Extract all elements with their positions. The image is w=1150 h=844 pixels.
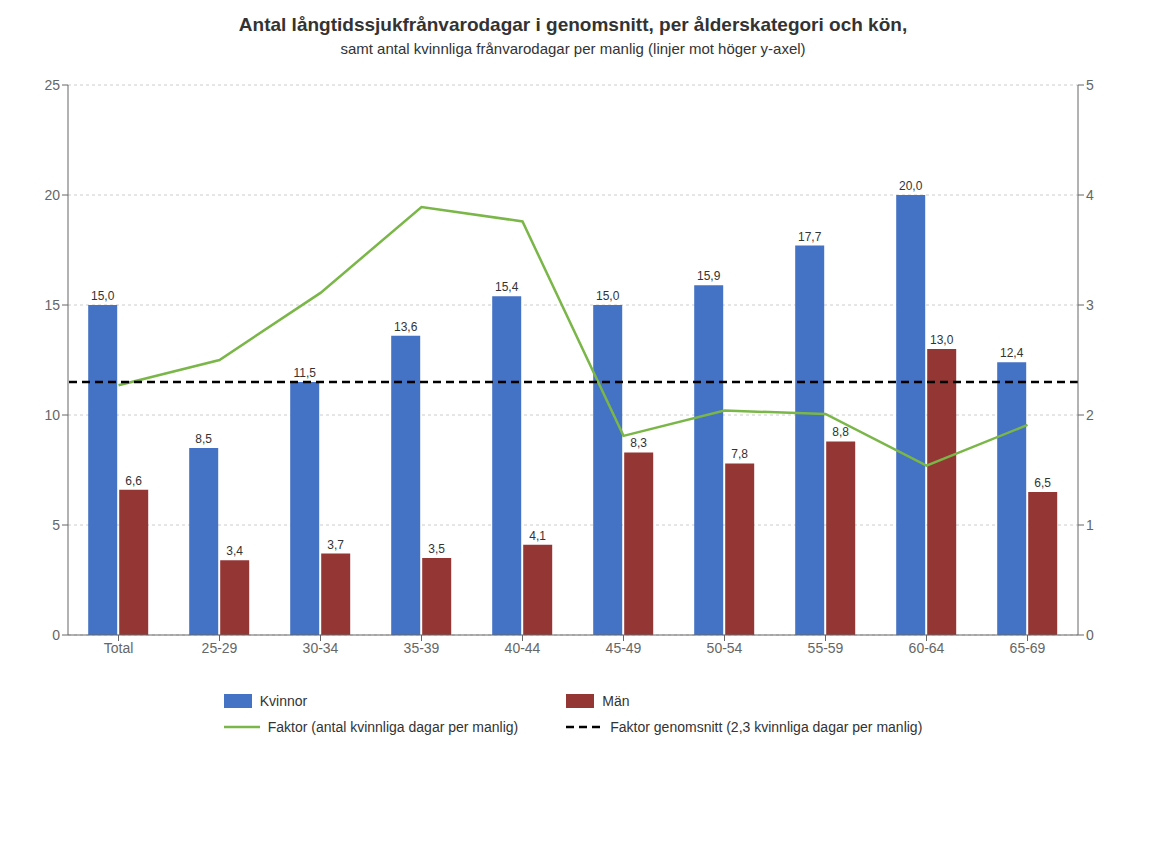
svg-text:8,8: 8,8 (832, 425, 849, 439)
svg-text:7,8: 7,8 (731, 447, 748, 461)
svg-text:3: 3 (1086, 297, 1094, 313)
svg-text:3,5: 3,5 (428, 542, 445, 556)
svg-text:12,4: 12,4 (1000, 346, 1024, 360)
svg-text:0: 0 (1086, 627, 1094, 643)
svg-text:17,7: 17,7 (798, 230, 822, 244)
svg-text:65-69: 65-69 (1010, 640, 1046, 656)
svg-text:0: 0 (52, 627, 60, 643)
svg-text:6,5: 6,5 (1034, 476, 1051, 490)
svg-text:11,5: 11,5 (293, 366, 316, 380)
svg-text:13,6: 13,6 (394, 320, 418, 334)
svg-text:20: 20 (44, 187, 60, 203)
svg-text:8,5: 8,5 (195, 432, 212, 446)
svg-text:10: 10 (44, 407, 60, 423)
html-text:Antal långtidssjukfrånvarodaga: Antal långtidssjukfrånvarodagar i genoms… (238, 14, 908, 35)
html-text:Män: Män (602, 693, 630, 709)
svg-text:5: 5 (52, 517, 60, 533)
svg-text:15: 15 (44, 297, 60, 313)
svg-text:2: 2 (1086, 407, 1094, 423)
svg-text:45-49: 45-49 (606, 640, 642, 656)
html-text:Faktor (antal kvinnliga dagar: Faktor (antal kvinnliga dagar per manlig… (267, 719, 519, 735)
svg-text:55-59: 55-59 (808, 640, 844, 656)
svg-text:15,9: 15,9 (697, 269, 721, 283)
svg-text:15,4: 15,4 (495, 280, 519, 294)
svg-text:15,0: 15,0 (91, 289, 115, 303)
svg-text:4: 4 (1086, 187, 1094, 203)
svg-text:50-54: 50-54 (707, 640, 743, 656)
html-text:Kvinnor: Kvinnor (259, 693, 308, 709)
svg-text:30-34: 30-34 (303, 640, 339, 656)
svg-text:15,0: 15,0 (596, 289, 620, 303)
svg-text:20,0: 20,0 (899, 179, 923, 193)
html-text:Faktor genomsnitt (2,3 kvinnli: Faktor genomsnitt (2,3 kvinnliga dagar p… (610, 719, 923, 735)
svg-text:4,1: 4,1 (529, 529, 546, 543)
svg-text:35-39: 35-39 (404, 640, 440, 656)
svg-text:25: 25 (44, 77, 60, 93)
svg-text:13,0: 13,0 (930, 333, 954, 347)
svg-text:3,7: 3,7 (327, 538, 344, 552)
svg-text:8,3: 8,3 (630, 436, 647, 450)
svg-text:6,6: 6,6 (125, 474, 142, 488)
svg-text:40-44: 40-44 (505, 640, 541, 656)
svg-text:3,4: 3,4 (226, 544, 243, 558)
svg-text:1: 1 (1086, 517, 1094, 533)
svg-text:25-29: 25-29 (202, 640, 238, 656)
svg-text:60-64: 60-64 (909, 640, 945, 656)
html-text:samt antal kvinnliga frånvarod: samt antal kvinnliga frånvarodagar per m… (340, 40, 806, 57)
svg-text:Total: Total (104, 640, 134, 656)
svg-text:5: 5 (1086, 77, 1094, 93)
